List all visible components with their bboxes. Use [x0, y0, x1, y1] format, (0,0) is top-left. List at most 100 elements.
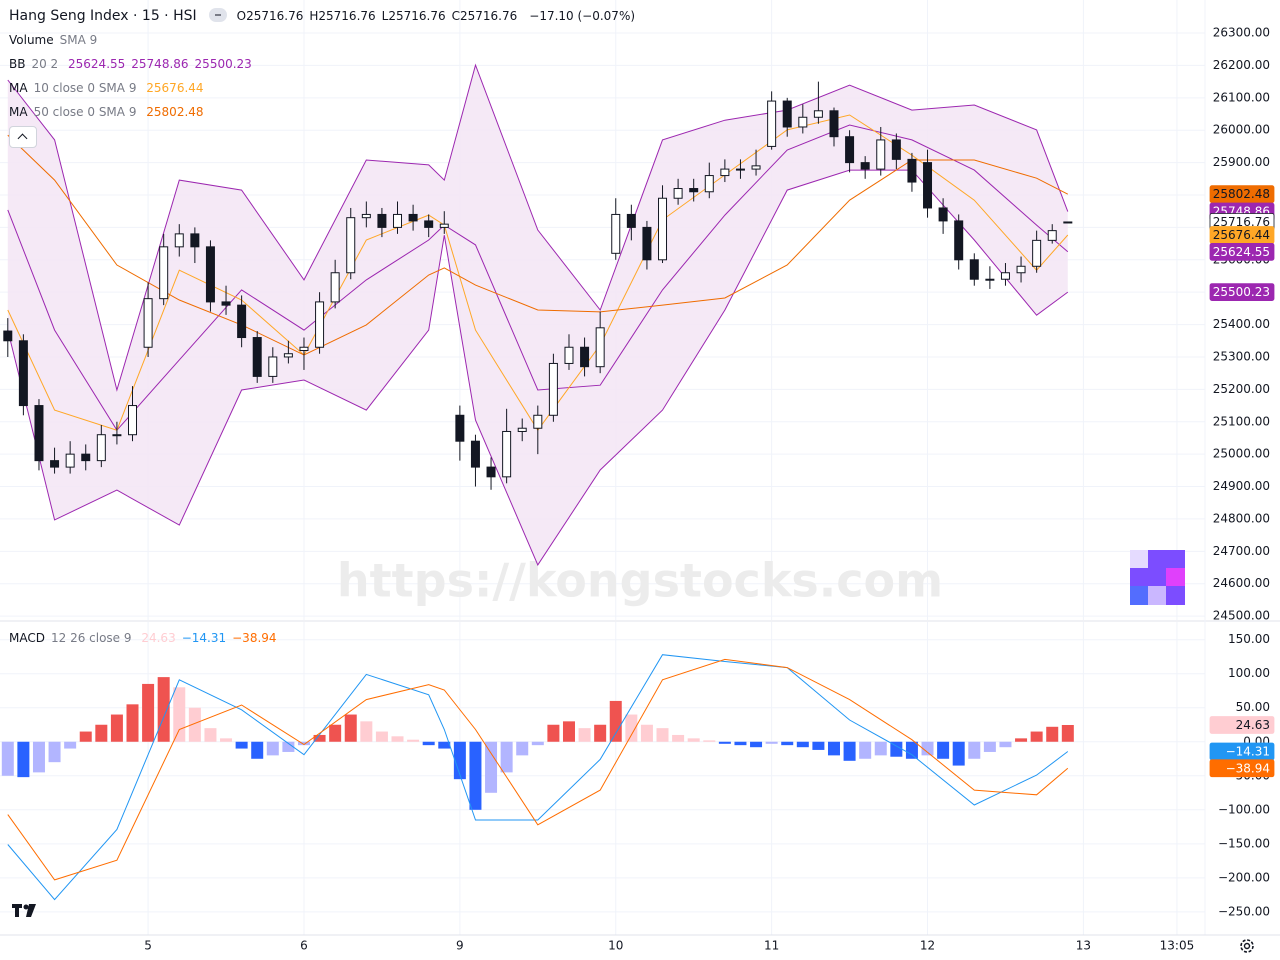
candle-body	[1016, 265, 1026, 274]
histogram-bar	[422, 741, 435, 746]
histogram-bar	[562, 721, 575, 742]
histogram-bar	[344, 714, 357, 742]
symbol-title[interactable]: Hang Seng Index · 15 · HSI	[9, 8, 197, 24]
indicator-name: MA	[9, 81, 28, 95]
histogram-bar	[547, 724, 560, 742]
candle-body	[18, 340, 28, 407]
price-tag-label: 25716.76	[1213, 215, 1270, 229]
candle-body	[938, 207, 948, 222]
legend-volume[interactable]: Volume SMA 9	[9, 28, 641, 52]
y-tick-label: 24600.00	[1213, 576, 1270, 590]
candle-body	[330, 272, 340, 303]
price-tag	[1209, 283, 1275, 302]
histogram-bar	[79, 731, 92, 742]
ohlc-key: C	[451, 9, 460, 23]
histogram-bar	[625, 714, 638, 742]
ohlc: O25716.76 H25716.76 L25716.76 C25716.76	[237, 9, 524, 23]
histogram-bar	[282, 741, 295, 752]
candle-body	[221, 301, 231, 306]
price-tag-label: 25624.55	[1213, 245, 1270, 259]
indicator-line	[7, 114, 1069, 432]
histogram-bar	[640, 724, 653, 742]
price-tag-label: 25500.23	[1213, 285, 1270, 299]
candle-body	[1032, 239, 1042, 267]
histogram-bar	[204, 728, 217, 742]
macd-pane	[1, 654, 1074, 901]
indicator-value: 25500.23	[194, 57, 252, 71]
histogram-bar	[173, 687, 186, 742]
y-tick-label: 26200.00	[1213, 58, 1270, 72]
candle-body	[548, 362, 558, 416]
legend-ma50[interactable]: MA 50 close 0 SMA 9 25802.48	[9, 100, 641, 124]
candle-body	[829, 110, 839, 138]
histogram-bar	[859, 741, 872, 759]
candle-body	[424, 220, 434, 228]
y-tick-label: −100.00	[1218, 802, 1270, 816]
indicator-line	[7, 134, 1069, 356]
histogram-bar	[1030, 731, 1043, 742]
histogram-bar	[1, 741, 14, 776]
histogram-bar	[937, 741, 950, 759]
candle-body	[985, 278, 995, 281]
histogram-bar	[391, 736, 404, 742]
candle-body	[502, 430, 512, 478]
y-tick-label: 25400.00	[1213, 317, 1270, 331]
histogram-bar	[890, 741, 903, 757]
indicator-name: MACD	[9, 631, 45, 645]
candle-body	[252, 337, 262, 377]
candle-body	[455, 414, 465, 442]
site-logo	[1130, 550, 1185, 605]
candle-body	[642, 226, 652, 261]
histogram-bar	[578, 728, 591, 742]
price-tag-label: 24.63	[1236, 718, 1270, 732]
symbol-menu[interactable]	[208, 8, 227, 22]
histogram-bar	[750, 741, 763, 748]
x-tick-label: 12	[920, 939, 935, 953]
legend-ma10[interactable]: MA 10 close 0 SMA 9 25676.44	[9, 76, 641, 100]
candle-body	[377, 213, 387, 228]
ohlc-value: 25716.76	[318, 9, 376, 23]
candle-body	[361, 213, 371, 219]
candle-body	[891, 139, 901, 160]
x-tick-label: 9	[456, 939, 464, 953]
y-tick-label: −250.00	[1218, 904, 1270, 918]
candle-body	[658, 197, 668, 261]
candle-body	[782, 100, 792, 128]
histogram-bar	[843, 741, 856, 761]
histogram-bar	[500, 741, 513, 773]
indicator-value: −38.94	[232, 631, 277, 645]
y-tick-label: 26100.00	[1213, 90, 1270, 104]
candle-body	[564, 346, 574, 364]
candle-body	[1063, 221, 1073, 224]
macd-line	[7, 654, 1069, 901]
histogram-bar	[95, 724, 108, 742]
band-fill	[7, 65, 1068, 565]
y-tick-label: 24500.00	[1213, 609, 1270, 623]
histogram-bar	[1015, 738, 1028, 742]
candle-body	[299, 346, 309, 351]
price-tag-label: −14.31	[1226, 744, 1270, 758]
price-tag	[1209, 759, 1275, 778]
candle-body	[798, 116, 808, 128]
macd-legend[interactable]: MACD 12 26 close 9 24.63 −14.31 −38.94	[9, 626, 283, 650]
candle-body	[50, 460, 60, 468]
legend-bb[interactable]: BB 20 2 25624.55 25748.86 25500.23	[9, 52, 641, 76]
histogram-bar	[672, 734, 685, 742]
histogram-bar	[1046, 726, 1059, 742]
histogram-bar	[921, 741, 934, 756]
candle-body	[143, 298, 153, 348]
indicator-params: 12 26 close 9	[50, 631, 132, 645]
candle-body	[907, 158, 917, 183]
histogram-bar	[781, 741, 794, 746]
histogram-bar	[734, 741, 747, 746]
y-tick-label: −200.00	[1218, 870, 1270, 884]
collapse-button[interactable]	[9, 126, 37, 148]
settings-icon[interactable]	[1240, 939, 1254, 953]
candle-body	[128, 405, 138, 436]
histogram-bar	[796, 741, 809, 748]
histogram-bar	[1061, 724, 1074, 742]
candle-body	[517, 427, 527, 432]
histogram-bar	[438, 741, 451, 749]
histogram-bar	[594, 724, 607, 742]
